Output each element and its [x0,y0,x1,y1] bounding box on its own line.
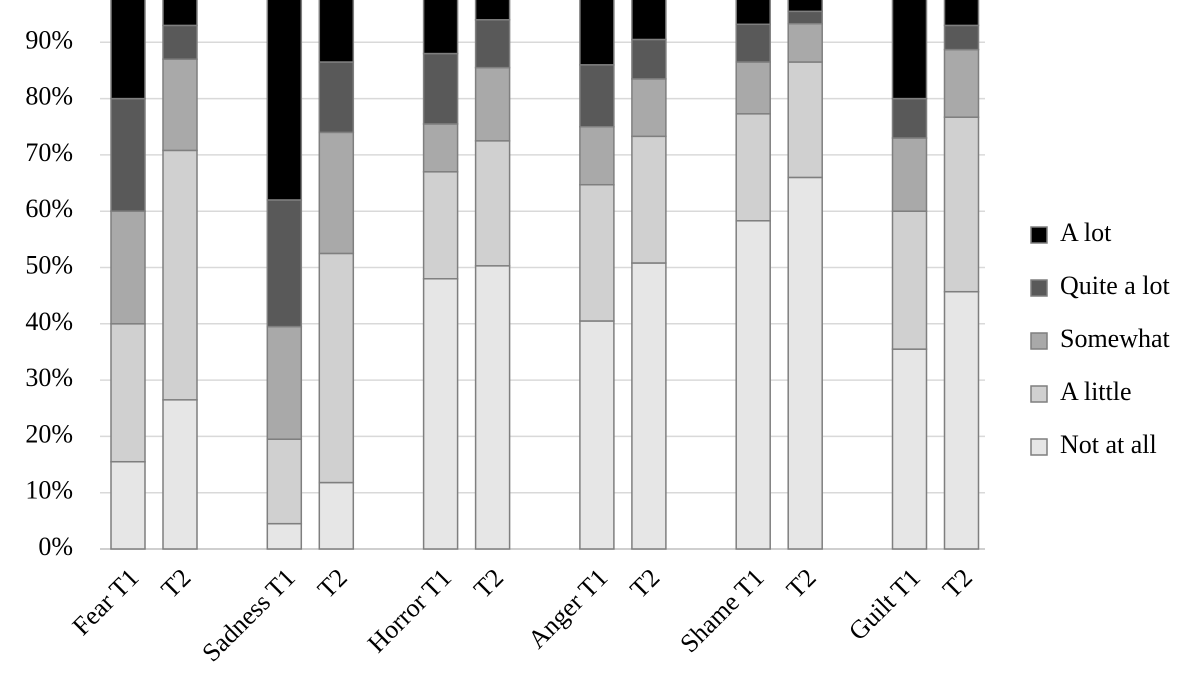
bar-segment [422,123,459,173]
bar-segment [422,278,459,550]
bar-segment [318,481,355,550]
y-tick-label: 70% [25,138,73,167]
y-tick-label: 90% [25,25,73,54]
x-tick-label: T2 [937,563,978,604]
bar-segment [943,290,980,550]
legend-label: Not at all [1060,430,1157,459]
bar-segment [735,0,771,26]
bar-segment [474,265,511,550]
y-tick-label: 0% [38,532,73,561]
bar-segment [422,0,459,55]
bar-segment [266,199,303,328]
bar-segment [891,348,928,550]
y-tick-label: 60% [25,194,73,223]
bar-segment [631,78,667,138]
bar-segment [943,24,980,51]
bar-segment [110,210,146,325]
legend-swatch [1030,385,1048,403]
bar-segment [631,135,667,264]
y-tick-label: 30% [25,363,73,392]
bar-segment [110,323,146,463]
bar-segment [787,0,823,13]
legend-swatch [1030,279,1048,297]
bar-segment [735,113,771,222]
bar-segment [943,0,980,27]
legend-label: Somewhat [1060,324,1171,353]
legend-swatch [1030,332,1048,350]
bar-segment [787,10,823,25]
y-tick-label: 40% [25,307,73,336]
x-tick-label: T2 [312,563,353,604]
bar-segment [579,320,615,550]
x-tick-label: Fear T1 [67,563,145,641]
x-tick-label: T2 [468,563,509,604]
bar-segment [579,183,615,322]
bar-segment [162,24,198,60]
bar-segment [943,48,980,118]
bar-segment [474,19,511,69]
bar-segment [787,176,823,550]
bar-segment [110,0,146,100]
bar-segment [266,325,303,440]
legend-swatch [1030,226,1048,244]
legend-label: Quite a lot [1060,271,1171,300]
legend-label: A lot [1060,218,1112,247]
x-tick-label: Horror T1 [362,563,457,658]
bar-segment [891,210,928,350]
bar-segment [891,0,928,100]
x-tick-label: Anger T1 [522,563,613,654]
bar-segment [787,61,823,179]
bar-segment [631,0,667,41]
grid [100,41,985,550]
bar-segment [318,252,355,484]
x-tick-label: T2 [781,563,822,604]
bar-segment [891,97,928,139]
bar-segment [579,126,615,186]
bar-segment [162,399,198,550]
bar-segment [110,460,146,550]
x-tick-label: T2 [624,563,665,604]
legend-swatch [1030,438,1048,456]
y-tick-label: 80% [25,82,73,111]
y-tick-label: 20% [25,419,73,448]
bar-segment [162,58,198,152]
bar-segment [579,0,615,66]
bar-segment [422,171,459,280]
bar-segment [162,0,198,27]
bar-segment [266,0,303,201]
legend-label: A little [1060,377,1132,406]
x-tick-label: Guilt T1 [843,563,926,646]
bar-segment [110,97,146,212]
bar-segment [422,52,459,125]
bar-segment [162,149,198,401]
bar-segment [474,140,511,267]
bar-segment [735,61,771,115]
bar-segment [943,116,980,293]
bar-segment [474,0,511,21]
bar-segment [318,61,355,134]
bar-segment [891,137,928,212]
y-tick-label: 10% [25,476,73,505]
bar-segment [318,131,355,255]
y-tick-label: 50% [25,250,73,279]
bar-segment [266,522,303,550]
bar-segment [787,22,823,63]
bar-segment [631,38,667,80]
x-tick-label: Sadness T1 [196,563,300,667]
bar-segment [266,438,303,525]
bar-segment [579,64,615,128]
bar-segment [474,66,511,142]
bar-segment [735,23,771,63]
x-tick-label: Shame T1 [674,563,769,658]
x-tick-label: T2 [156,563,197,604]
bar-segment [318,0,355,63]
bar-segment [631,262,667,550]
bar-segment [735,220,771,550]
